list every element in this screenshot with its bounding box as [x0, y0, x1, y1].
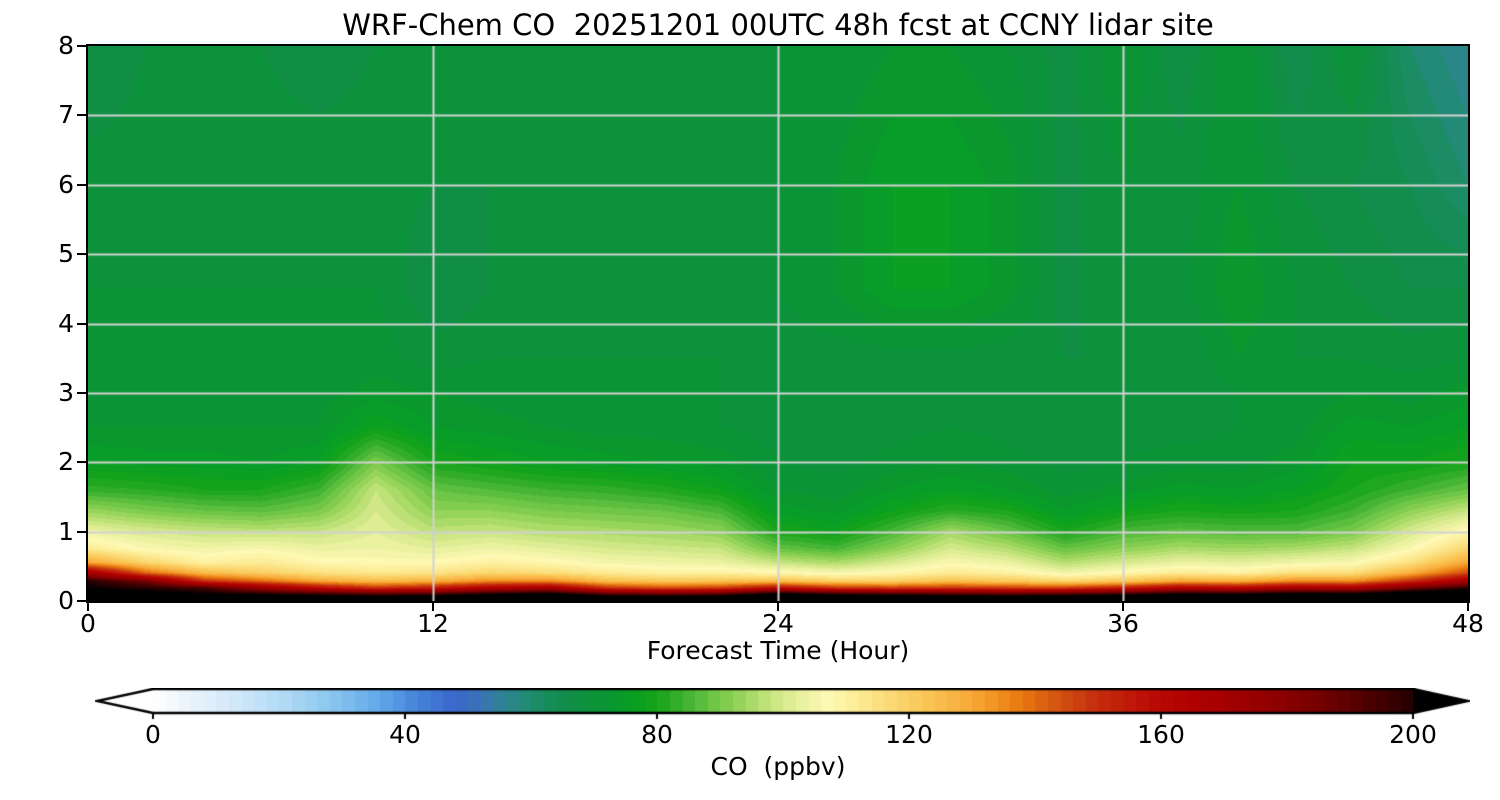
- colorbar-tick-label: 40: [389, 720, 421, 749]
- chart-title: WRF-Chem CO 20251201 00UTC 48h fcst at C…: [342, 8, 1214, 42]
- y-tick-label: 5: [58, 239, 74, 269]
- y-tick-mark: [77, 322, 86, 325]
- colorbar: [95, 688, 1470, 724]
- x-tick-label: 48: [1452, 609, 1484, 638]
- y-tick-label: 2: [58, 447, 74, 477]
- y-tick-mark: [77, 183, 86, 186]
- x-tick-mark: [87, 602, 89, 611]
- colorbar-tick-label: 160: [1137, 720, 1185, 749]
- x-tick-label: 12: [417, 609, 449, 638]
- x-tick-mark: [1467, 602, 1469, 611]
- y-tick-mark: [77, 45, 86, 47]
- y-tick-label: 6: [58, 169, 74, 199]
- y-tick-mark: [77, 600, 86, 602]
- colorbar-tick-label: 80: [641, 720, 673, 749]
- y-tick-label: 0: [58, 586, 74, 615]
- y-tick-mark: [77, 114, 86, 117]
- x-tick-label: 24: [762, 609, 794, 638]
- y-tick-label: 4: [58, 308, 74, 338]
- y-tick-label: 7: [58, 100, 74, 130]
- y-tick-label: 1: [58, 516, 74, 546]
- colorbar-canvas: [95, 688, 1470, 720]
- contour-field-canvas: [88, 46, 1468, 601]
- x-tick-mark: [777, 602, 779, 611]
- y-tick-label: 8: [58, 31, 74, 60]
- y-tick-label: 3: [58, 377, 74, 407]
- x-tick-label: 36: [1107, 609, 1139, 638]
- y-tick-mark: [77, 461, 86, 464]
- x-tick-label: 0: [80, 609, 96, 638]
- y-tick-mark: [77, 253, 86, 256]
- y-tick-mark: [77, 391, 86, 394]
- x-axis-label: Forecast Time (Hour): [646, 636, 910, 665]
- x-tick-mark: [1122, 602, 1124, 611]
- plot-area: [86, 44, 1470, 603]
- y-tick-mark: [77, 530, 86, 533]
- x-tick-mark: [432, 602, 434, 611]
- colorbar-tick-label: 0: [145, 720, 161, 749]
- colorbar-tick-label: 200: [1389, 720, 1437, 749]
- colorbar-label: CO (ppbv): [710, 752, 846, 781]
- colorbar-tick-label: 120: [885, 720, 933, 749]
